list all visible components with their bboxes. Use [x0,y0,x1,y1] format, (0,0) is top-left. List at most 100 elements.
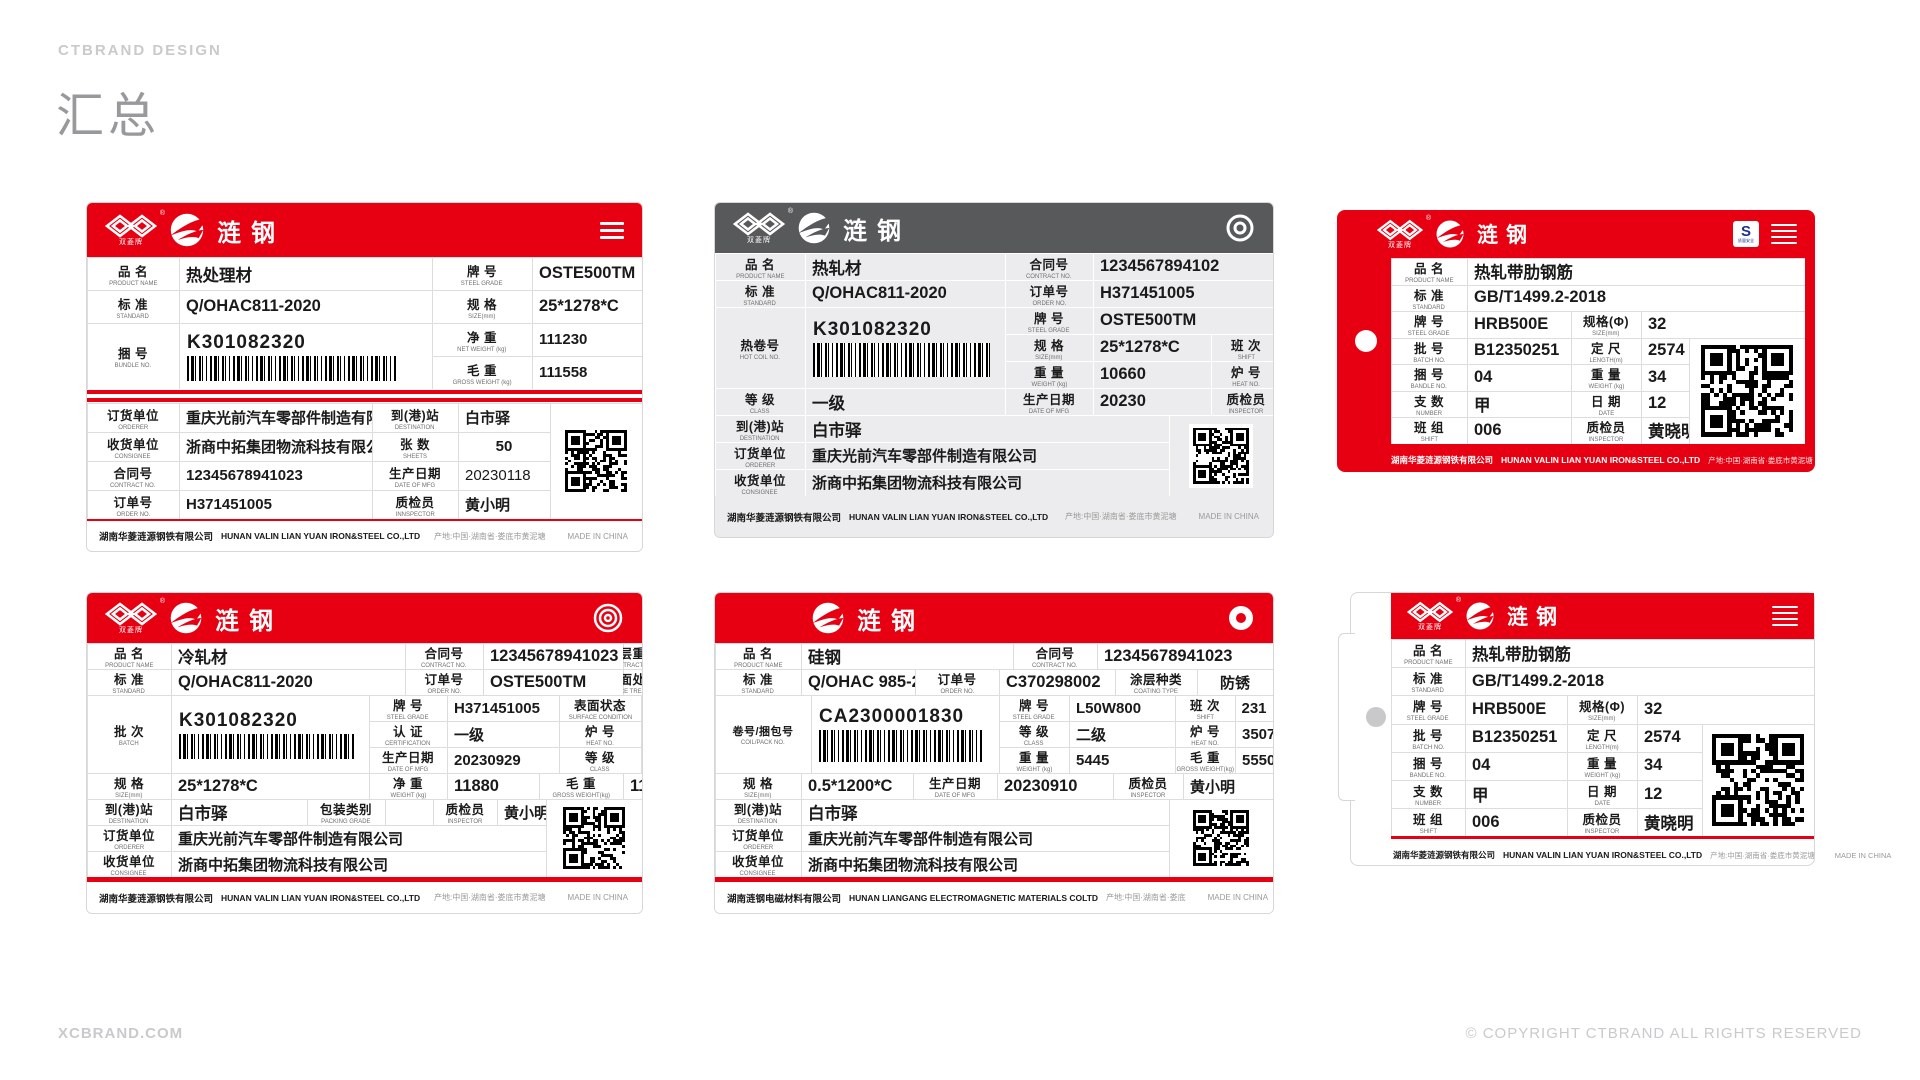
field-label: 收货单位 CONSIGNEE [715,851,801,877]
field-value: 白市驿 [458,403,550,432]
qr-code-icon [1708,729,1808,830]
barcode-icon [179,733,354,759]
field-value: 20230929 [447,747,559,773]
page-footer-site: XCBRAND.COM [58,1025,184,1042]
qr-cell [1689,337,1805,444]
field-value: 10660 [1093,361,1211,388]
liangang-wordmark: 涟钢 [843,217,911,245]
label6-header: ® 双菱牌 涟钢 [1391,593,1814,639]
field-label: 等 级 CLASS [715,388,805,415]
field-label: 表面处理SURFACE TREATMENT [623,669,642,695]
field-label: 牌 号 STEEL GRADE [1391,311,1467,338]
field-label: 到(港)站 DESTINATION [372,403,458,432]
field-label: 净 重 WEIGHT (kg) [369,773,447,799]
field-value: 12345678941023 [1097,643,1273,669]
menu-lines-icon [1772,602,1798,630]
field-value: 一级 [805,388,1005,415]
field-label: 规 格 SIZE(mm) [87,773,171,799]
field-label: 牌 号 STEEL GRADE [369,695,447,721]
field-value: HRB500E [1467,311,1571,338]
field-value: 热轧带肋钢筋 [1467,258,1805,285]
origin-text: 产地:中国·湖南省·娄底市黄泥塘 [433,893,546,902]
field-value: 重庆光前汽车零部件制造有限公司 [801,825,1169,851]
field-value: Q/OHAC 985-2023 [801,669,915,695]
field-value: B12350251 [1467,337,1571,364]
field-label: 毛 重 GROSS WEIGHT(kg) [539,773,623,799]
field-label: 品 名 PRODUCT NAME [87,643,171,669]
field-label: 订货单位 ORDERER [715,442,805,469]
field-value: 甲 [1467,390,1571,417]
origin-text: 产地:中国·湖南省·娄底市黄泥塘 [433,531,546,541]
field-label: 班 次 SHIFT [1175,695,1235,721]
field-value: 50 [458,432,550,461]
liangang-swoosh-logo-icon [169,212,205,248]
field-value: 已认证 [641,721,642,747]
label-rebar-red-tag: ® 双菱牌 涟钢 S 质量安全 品 名 PRODUCT NAME 热轧带肋钢筋 标 … [1337,210,1815,472]
field-label: 班 组 SHIFT [1391,808,1465,837]
origin-text: 产地:中国·湖南省·娄底市黄泥塘 [1708,455,1813,465]
origin-text: 产地:中国·湖南省·娄底市黄泥塘 [1064,512,1177,521]
maker-name-en: HUNAN VALIN LIAN YUAN IRON&STEEL CO.,LTD [1503,850,1703,860]
coil-pack-no-barcode: CA2300001830 [811,695,999,773]
field-value: 25*1278*C [532,290,642,323]
field-value: 重庆光前汽车零部件制造有限公司 [171,825,546,851]
page-title: 汇总 [56,90,161,143]
field-value: 黄小明 [497,799,546,825]
menu-lines-icon [1771,220,1797,248]
qr-cell [1169,799,1273,877]
maker-name-en: HUNAN VALIN LIAN YUAN IRON&STEEL CO.,LTD [221,531,421,541]
field-label: 卷号/捆包号 COIL/PACK NO. [715,695,811,773]
field-label: 订货单位 ORDERER [715,825,801,851]
label6-panel: 品 名 PRODUCT NAME 热轧带肋钢筋 标 准 STANDARD GB/T1… [1391,639,1814,837]
field-label: 标 准 STANDARD [1391,667,1465,696]
field-label: 到(港)站 DESTINATION [715,415,805,442]
field-value: 冷轧材 [171,643,405,669]
field-value: 11880 [623,773,642,799]
field-value: 3507146 [1235,721,1273,747]
circle-dot-icon [1229,606,1253,630]
field-value: Q/OHAC811-2020 [179,290,432,323]
label3-footer: 湖南华菱涟源钢铁有限公司 HUNAN VALIN LIAN YUAN IRON&… [1391,454,1813,466]
field-label: 生产日期 DATE OF MFG [1005,388,1093,415]
barcode-icon [187,355,396,381]
field-value: H371451005 [1093,280,1273,307]
maker-name-en: HUNAN VALIN LIAN YUAN IRON&STEEL CO.,LTD [1501,455,1701,465]
field-label: 重 量 WEIGHT (kg) [999,747,1069,773]
field-label: 质检员 INSPECTOR [1567,808,1637,837]
maker-name-en: HUNAN VALIN LIAN YUAN IRON&STEEL CO.,LTD [849,511,1049,522]
batch-barcode: K301082320 [171,695,369,773]
field-value: 1234567894102 [1093,253,1273,280]
maker-name-cn: 湖南华菱涟源钢铁有限公司 [99,893,214,905]
field-value: 重庆光前汽车零部件制造有限公司 [179,403,372,432]
brand-sub-name: 双菱牌 [747,237,771,244]
field-label: 毛 重 GROSS WEIGHT (kg) [432,356,532,389]
qr-code-icon [559,803,629,873]
tag-hole [1355,330,1377,352]
shuangling-diamond-logo-icon: ® 双菱牌 [105,210,165,246]
field-value: 热轧带肋钢筋 [1465,639,1814,668]
maker-name-cn: 湖南华菱涟源钢铁有限公司 [727,512,842,524]
qr-code-icon [1189,806,1253,870]
red-divider [87,389,642,403]
qr-code-icon [561,426,631,496]
field-value: OSTE500TM [483,669,623,695]
tag-tab [1338,633,1355,801]
field-value: 白市驿 [801,799,1169,825]
field-label: 规格(Φ) SIZE(mm) [1571,311,1641,338]
field-label: 捆 号 BANDLE NO. [1391,751,1465,780]
field-label: 品 名 PRODUCT NAME [1391,258,1467,285]
label4-footer: 湖南华菱涟源钢铁有限公司 HUNAN VALIN LIAN YUAN IRON&… [87,882,642,913]
field-label: 订单号 ORDER NO. [87,490,179,519]
field-value: 一级 [447,721,559,747]
field-label: 包装类别 PACKING GRADE [307,799,385,825]
field-value: 浙商中拓集团物流科技有限公司 [801,851,1169,877]
label5-header: 涟钢 [715,593,1273,643]
field-value: 白市驿 [805,415,1169,442]
field-label: 炉 号 HEAT NO. [1211,361,1273,388]
field-label: 认 证 CERTIFICATION [369,721,447,747]
field-value: B12350251 [1465,723,1567,752]
field-label: 品 名 PRODUCT NAME [715,253,805,280]
field-label: 订单号 ORDER NO. [1005,280,1093,307]
field-label: 质检员 INNSPECTOR [372,490,458,519]
